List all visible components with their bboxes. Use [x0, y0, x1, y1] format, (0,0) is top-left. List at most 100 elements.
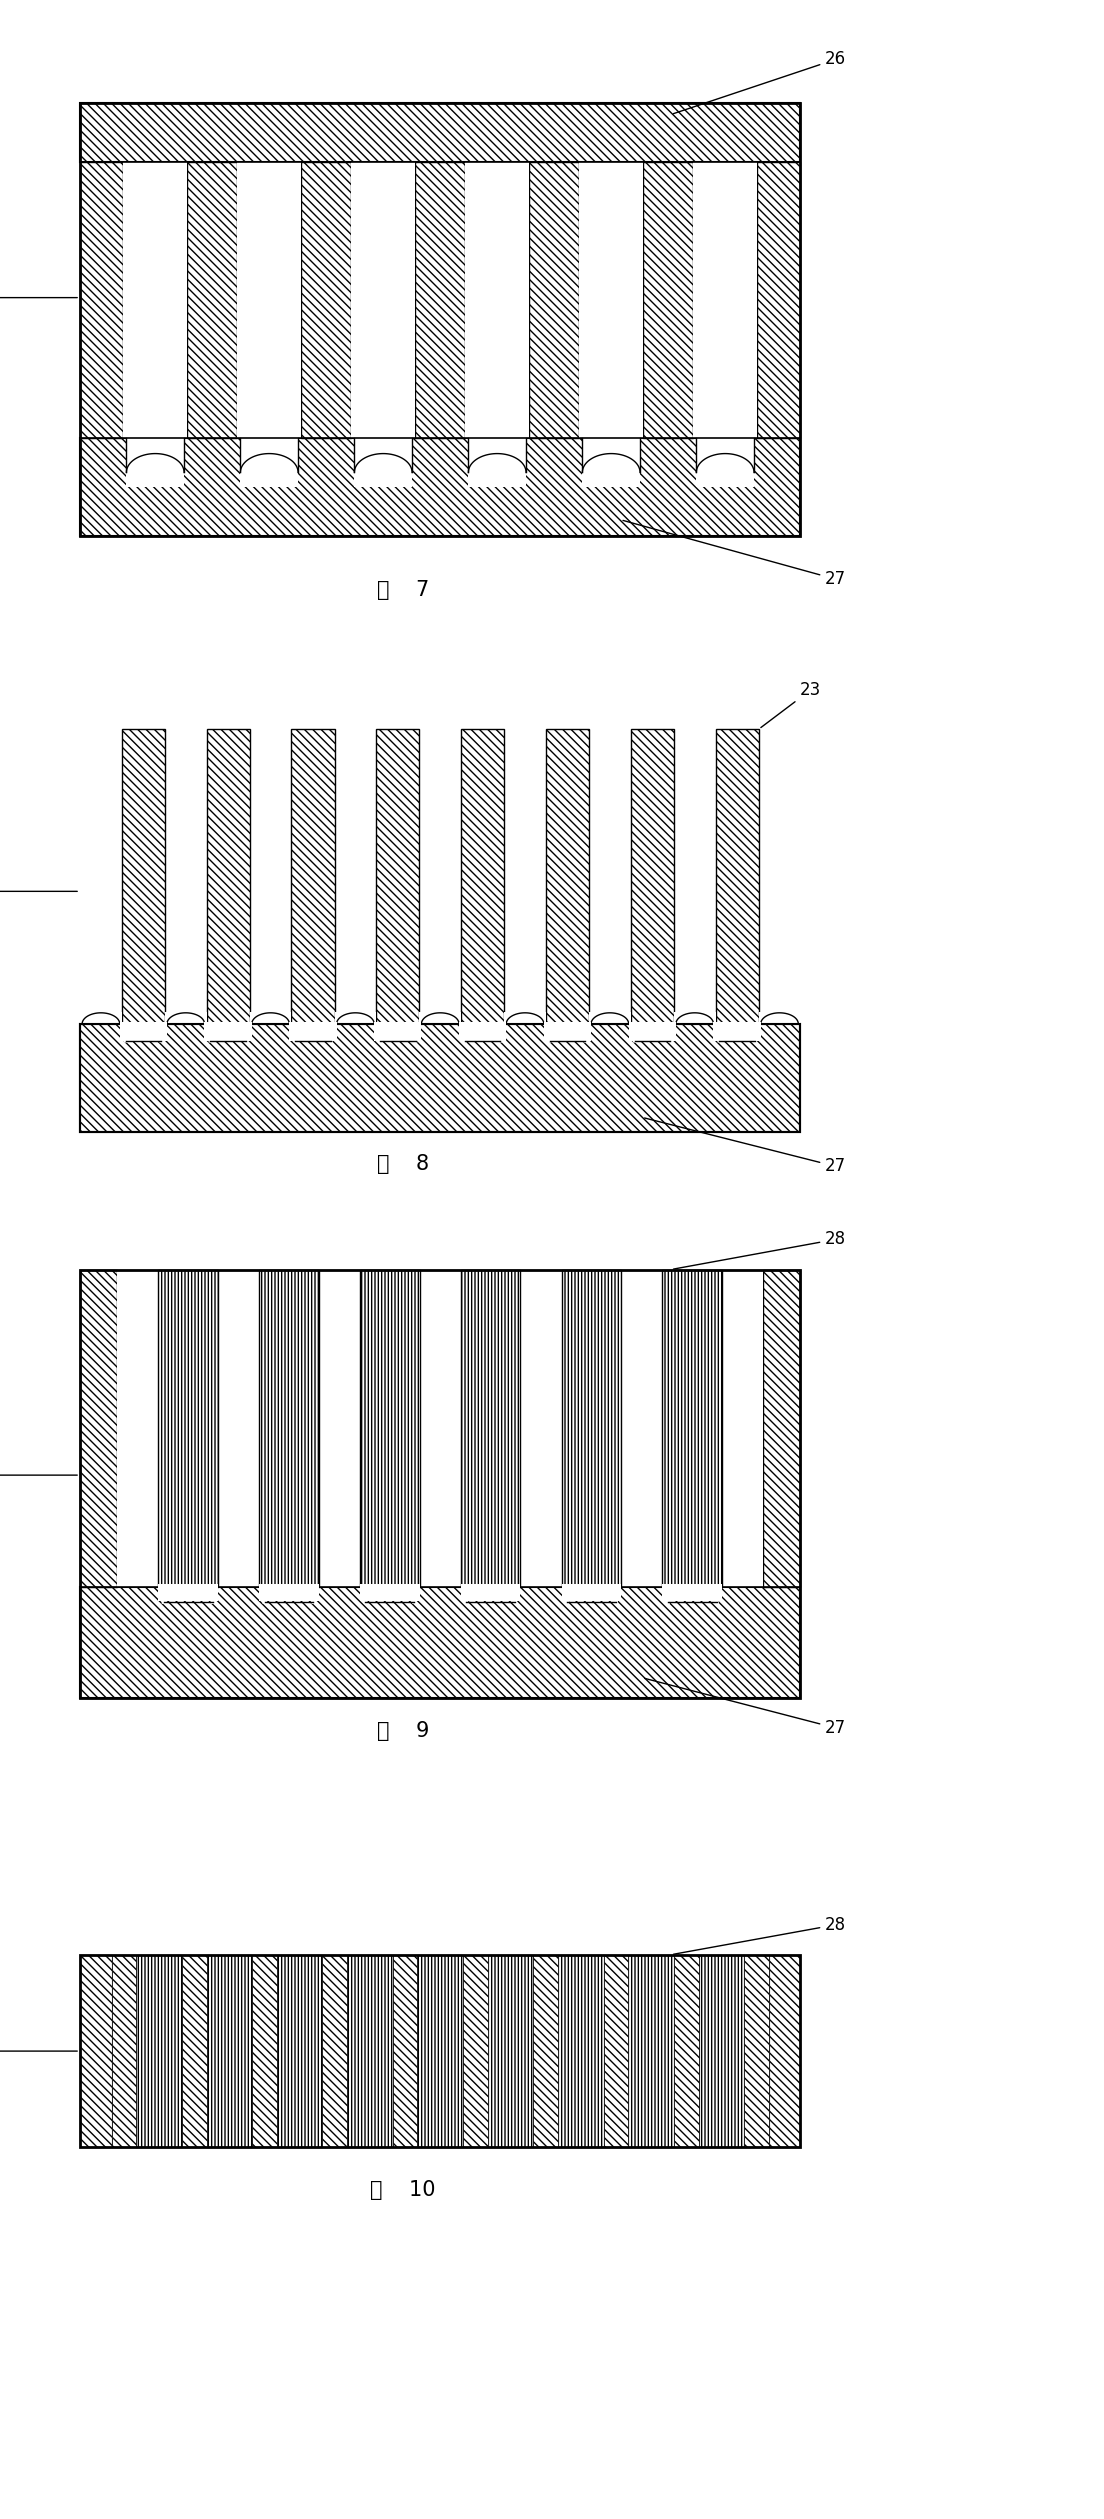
Bar: [558, 1955, 604, 2146]
Bar: [460, 1270, 520, 1587]
Bar: [763, 1270, 800, 1587]
Text: 图    7: 图 7: [376, 579, 429, 600]
Bar: [715, 731, 758, 1023]
Text: 27: 27: [623, 521, 847, 589]
Bar: [544, 1023, 591, 1040]
Bar: [81, 1023, 800, 1131]
Bar: [644, 161, 693, 438]
Text: 图    10: 图 10: [370, 2181, 436, 2199]
Bar: [347, 1955, 393, 2146]
Bar: [81, 438, 800, 537]
Text: 图    8: 图 8: [376, 1154, 429, 1174]
Bar: [662, 1270, 722, 1587]
Bar: [374, 1023, 422, 1040]
Text: 20: 20: [0, 2043, 77, 2061]
Bar: [259, 1270, 319, 1587]
Bar: [697, 438, 754, 486]
Bar: [81, 1955, 800, 2146]
Text: 20: 20: [0, 882, 77, 899]
Bar: [699, 1955, 744, 2146]
Bar: [758, 1013, 800, 1023]
Bar: [520, 1270, 562, 1587]
Bar: [488, 1955, 533, 2146]
Bar: [112, 1955, 136, 2146]
Bar: [124, 161, 188, 438]
Bar: [81, 1270, 800, 1698]
Bar: [81, 1013, 121, 1023]
Bar: [713, 1023, 761, 1040]
Bar: [360, 1584, 420, 1602]
Bar: [81, 103, 800, 161]
Bar: [119, 1023, 167, 1040]
Bar: [121, 731, 164, 1023]
Bar: [465, 161, 529, 438]
Bar: [136, 1955, 182, 2146]
Bar: [259, 1584, 319, 1602]
Bar: [159, 1270, 219, 1587]
Text: 23: 23: [761, 680, 821, 728]
Bar: [459, 1023, 507, 1040]
Bar: [291, 731, 335, 1023]
Bar: [628, 1955, 673, 2146]
Bar: [505, 1013, 545, 1023]
Bar: [164, 1013, 206, 1023]
Bar: [673, 1955, 699, 2146]
Bar: [351, 161, 415, 438]
Text: 26: 26: [673, 50, 847, 113]
Bar: [206, 731, 250, 1023]
Bar: [319, 1270, 360, 1587]
Text: 27: 27: [645, 1678, 847, 1738]
Bar: [415, 161, 465, 438]
Bar: [533, 1955, 558, 2146]
Bar: [81, 103, 800, 537]
Bar: [562, 1270, 622, 1587]
Bar: [757, 161, 800, 438]
Bar: [468, 438, 527, 486]
Bar: [182, 1955, 206, 2146]
Bar: [301, 161, 351, 438]
Text: 28: 28: [673, 1229, 847, 1270]
Text: 27: 27: [645, 1118, 847, 1176]
Bar: [744, 1955, 769, 2146]
Bar: [81, 1955, 112, 2146]
Bar: [530, 161, 578, 438]
Text: 28: 28: [673, 1917, 847, 1955]
Bar: [768, 1955, 800, 2146]
Bar: [420, 1013, 461, 1023]
Bar: [81, 1023, 800, 1131]
Bar: [289, 1023, 337, 1040]
Bar: [81, 161, 124, 438]
Bar: [630, 731, 673, 1023]
Bar: [204, 1023, 252, 1040]
Bar: [590, 1013, 630, 1023]
Bar: [420, 1270, 460, 1587]
Bar: [81, 103, 800, 537]
Bar: [583, 438, 640, 486]
Bar: [673, 1013, 715, 1023]
Bar: [117, 1270, 159, 1587]
Bar: [545, 731, 590, 1023]
Bar: [360, 1270, 420, 1587]
Bar: [81, 1270, 117, 1587]
Bar: [417, 1955, 463, 2146]
Bar: [81, 1270, 800, 1698]
Bar: [322, 1955, 347, 2146]
Bar: [460, 1584, 520, 1602]
Bar: [188, 161, 237, 438]
Bar: [127, 438, 184, 486]
Bar: [81, 1955, 800, 2146]
Bar: [250, 1013, 291, 1023]
Bar: [159, 1584, 219, 1602]
Text: 20: 20: [0, 1466, 77, 1484]
Bar: [622, 1270, 662, 1587]
Bar: [206, 1955, 252, 2146]
Bar: [463, 1955, 488, 2146]
Bar: [354, 438, 412, 486]
Bar: [628, 1023, 676, 1040]
Bar: [722, 1270, 763, 1587]
Bar: [393, 1955, 417, 2146]
Bar: [335, 1013, 376, 1023]
Bar: [81, 1587, 800, 1698]
Bar: [662, 1584, 722, 1602]
Bar: [693, 161, 757, 438]
